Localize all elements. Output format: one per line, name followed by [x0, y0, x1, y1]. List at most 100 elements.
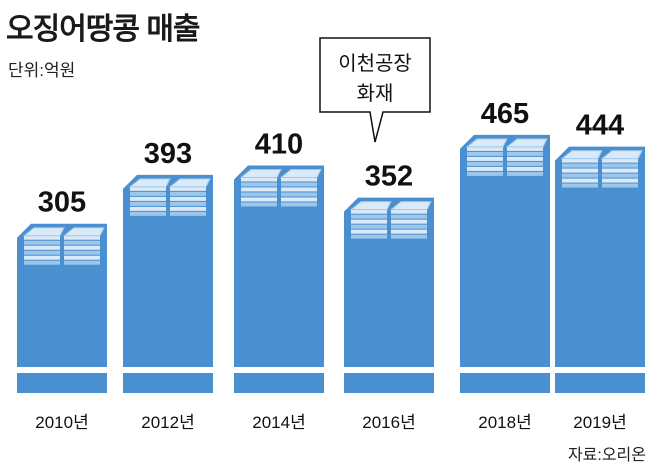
- value-labels-group: 305 393 410 352 465 444: [38, 98, 624, 219]
- bar-baseline-strip: [344, 367, 434, 373]
- cash-note: [391, 229, 427, 234]
- source-label: 자료:오리온: [567, 447, 646, 464]
- cash-note: [281, 177, 317, 182]
- cash-note: [602, 178, 638, 183]
- cash-note: [170, 196, 206, 201]
- cash-note: [170, 211, 206, 216]
- cash-note: [24, 260, 60, 265]
- cash-note: [130, 211, 166, 216]
- cash-stack-icon: [239, 168, 322, 207]
- cash-top: [128, 178, 171, 188]
- cash-note: [467, 146, 503, 151]
- cash-note: [130, 191, 166, 196]
- bar: [344, 197, 434, 393]
- cash-stack-icon: [349, 201, 432, 239]
- cash-note: [391, 214, 427, 219]
- cash-note: [241, 177, 277, 182]
- bar: [17, 223, 107, 393]
- cash-note: [241, 192, 277, 197]
- bar-2012년: [123, 174, 213, 393]
- cash-top: [168, 178, 211, 188]
- cash-note: [507, 171, 543, 176]
- cash-note: [24, 250, 60, 255]
- cash-top: [465, 138, 508, 148]
- cash-note: [507, 161, 543, 166]
- x-tick-labels-group: 2010년 2012년 2014년 2016년 2018년 2019년: [35, 413, 626, 432]
- chart-title: 오징어땅콩 매출: [6, 13, 201, 46]
- cash-note: [562, 158, 598, 163]
- cash-note: [351, 224, 387, 229]
- cash-note: [24, 240, 60, 245]
- cash-note: [351, 219, 387, 224]
- bar-baseline-strip: [17, 367, 107, 373]
- bars-group: [17, 134, 645, 394]
- bar-2018년: [460, 134, 550, 394]
- x-tick-label: 2019년: [573, 413, 626, 432]
- bar-2019년: [555, 146, 645, 393]
- cash-note: [351, 234, 387, 239]
- cash-top: [239, 168, 282, 178]
- cash-note: [602, 163, 638, 168]
- cash-note: [170, 206, 206, 211]
- cash-top: [600, 150, 643, 160]
- cash-note: [281, 182, 317, 187]
- cash-note: [507, 151, 543, 156]
- cash-note: [170, 191, 206, 196]
- cash-note: [507, 156, 543, 161]
- cash-top: [560, 150, 603, 160]
- cash-note: [562, 178, 598, 183]
- cash-note: [562, 163, 598, 168]
- x-tick-label: 2010년: [35, 413, 88, 432]
- cash-note: [602, 173, 638, 178]
- cash-note: [130, 186, 166, 191]
- value-label: 352: [365, 161, 413, 193]
- cash-note: [281, 197, 317, 202]
- x-tick-label: 2014년: [252, 413, 305, 432]
- cash-note: [24, 245, 60, 250]
- cash-note: [467, 166, 503, 171]
- cash-note: [391, 219, 427, 224]
- bar-baseline-strip: [234, 367, 324, 373]
- value-label: 305: [38, 187, 86, 219]
- bar: [234, 165, 324, 393]
- cash-note: [241, 182, 277, 187]
- cash-note: [170, 186, 206, 191]
- cash-note: [391, 224, 427, 229]
- unit-label: 단위:억원: [8, 61, 76, 80]
- cash-note: [391, 234, 427, 239]
- x-tick-label: 2016년: [362, 413, 415, 432]
- cash-note: [602, 158, 638, 163]
- cash-note: [130, 196, 166, 201]
- annotation-callout: [319, 37, 431, 143]
- cash-note: [562, 168, 598, 173]
- cash-top: [62, 227, 105, 237]
- cash-note: [602, 168, 638, 173]
- cash-note: [24, 235, 60, 240]
- cash-note: [64, 255, 100, 260]
- cash-note: [467, 161, 503, 166]
- cash-note: [351, 209, 387, 214]
- cash-top: [349, 201, 392, 211]
- cash-note: [562, 183, 598, 188]
- cash-note: [467, 156, 503, 161]
- cash-note: [64, 235, 100, 240]
- cash-stack-icon: [128, 178, 211, 216]
- cash-note: [241, 187, 277, 192]
- cash-note: [467, 151, 503, 156]
- bar-2016년: [344, 197, 434, 393]
- bar-baseline-strip: [123, 367, 213, 373]
- cash-stack-icon: [22, 227, 105, 265]
- cash-top: [22, 227, 65, 237]
- cash-note: [24, 255, 60, 260]
- cash-note: [507, 146, 543, 151]
- bar-baseline-strip: [460, 367, 550, 373]
- cash-note: [241, 197, 277, 202]
- cash-top: [505, 138, 548, 148]
- cash-note: [467, 171, 503, 176]
- bar-2010년: [17, 223, 107, 393]
- value-label: 444: [576, 110, 624, 142]
- bar-baseline-strip: [555, 367, 645, 373]
- value-label: 410: [255, 128, 303, 160]
- cash-stack-icon: [560, 150, 643, 188]
- cash-note: [602, 183, 638, 188]
